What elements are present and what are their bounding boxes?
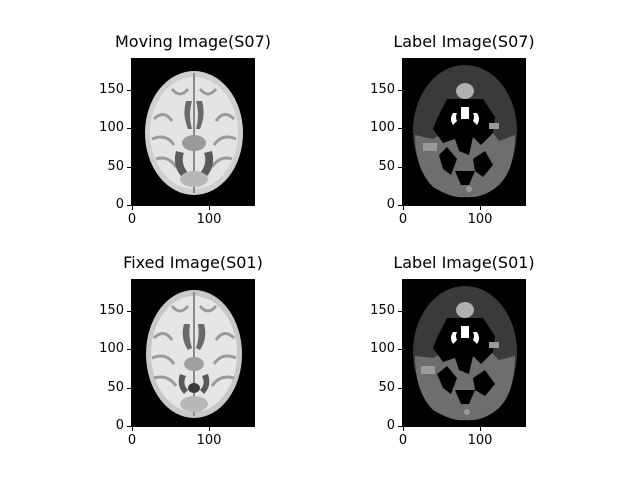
panel-label-image-s07: Label Image(S07) 150 100 50 0 [370, 32, 535, 227]
mri-image [131, 279, 255, 427]
x-tick: 100 [460, 427, 500, 448]
x-tick: 0 [383, 206, 423, 227]
y-tick: 0 [362, 419, 402, 433]
y-tick: 100 [362, 121, 402, 135]
x-tick: 0 [112, 427, 152, 448]
mri-image [131, 58, 255, 206]
panel-title: Fixed Image(S01) [123, 253, 263, 272]
y-tick: 0 [91, 198, 131, 212]
y-tick: 0 [362, 198, 402, 212]
x-tick: 100 [189, 427, 229, 448]
y-tick: 0 [91, 419, 131, 433]
y-tick: 100 [91, 121, 131, 135]
label-image [402, 58, 526, 206]
x-tick: 0 [112, 206, 152, 227]
y-tick: 150 [91, 83, 131, 97]
x-tick: 0 [383, 427, 423, 448]
panel-moving-image: Moving Image(S07) 150 100 50 0 0 100 [99, 32, 271, 227]
x-tick: 100 [189, 206, 229, 227]
y-tick: 150 [362, 83, 402, 97]
y-tick: 100 [362, 342, 402, 356]
panel-title: Label Image(S07) [393, 32, 535, 51]
y-tick: 150 [91, 304, 131, 318]
panel-label-image-s01: Label Image(S01) 150 100 50 0 [370, 253, 535, 448]
y-tick: 100 [91, 342, 131, 356]
y-tick: 50 [91, 381, 131, 395]
panel-fixed-image: Fixed Image(S01) 150 100 50 0 0 100 [99, 253, 263, 448]
panel-title: Label Image(S01) [393, 253, 535, 272]
y-tick: 150 [362, 304, 402, 318]
y-tick: 50 [362, 160, 402, 174]
y-tick: 50 [91, 160, 131, 174]
x-tick: 100 [460, 206, 500, 227]
label-image [402, 279, 526, 427]
panel-title: Moving Image(S07) [115, 32, 271, 51]
y-tick: 50 [362, 381, 402, 395]
